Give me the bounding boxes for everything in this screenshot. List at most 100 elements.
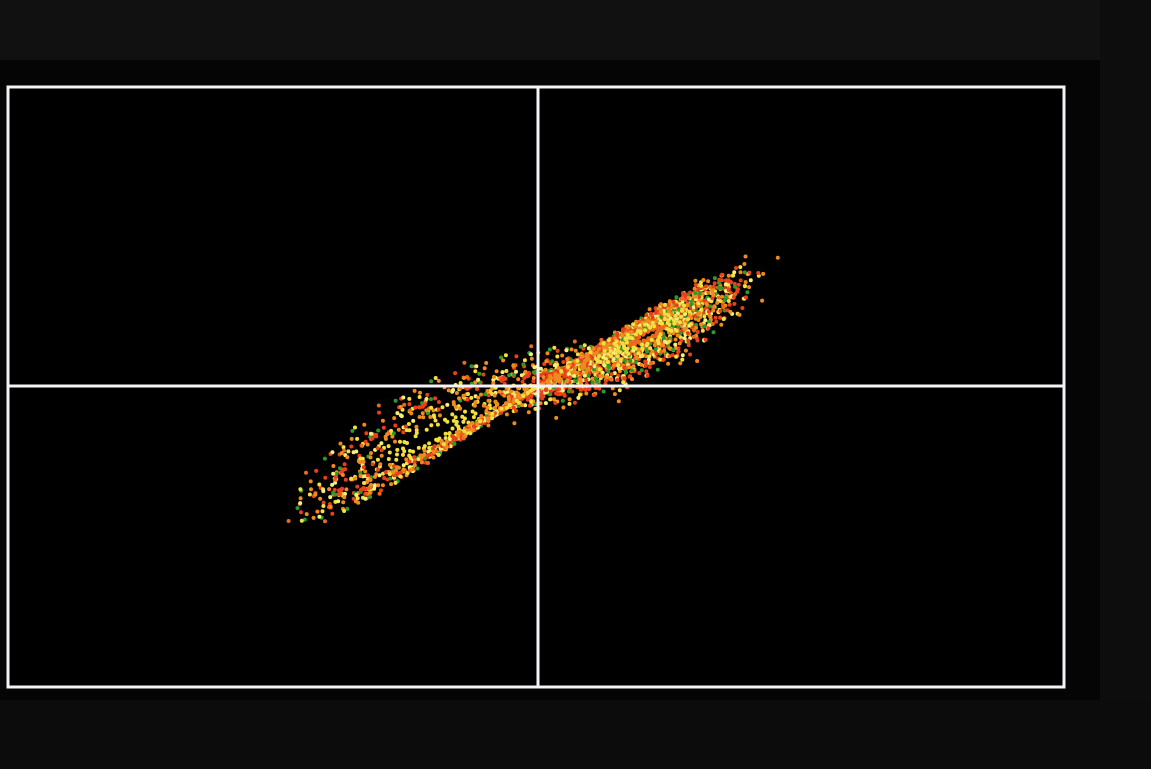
trajectory-dot <box>311 515 316 520</box>
trajectory-dot <box>520 403 525 408</box>
trajectory-dot <box>473 380 478 385</box>
trajectory-dot <box>376 428 381 433</box>
trajectory-dot <box>577 392 582 397</box>
trajectory-dot <box>309 487 313 492</box>
trajectory-dot <box>465 397 470 402</box>
trajectory-dot <box>584 378 589 383</box>
trajectory-dot <box>616 399 621 404</box>
trajectory-dot <box>372 486 377 491</box>
trajectory-dot <box>365 480 370 484</box>
trajectory-dot <box>499 406 504 411</box>
trajectory-dot <box>636 351 641 356</box>
trajectory-dot <box>602 348 607 353</box>
trajectory-dot <box>408 448 412 453</box>
trajectory-dot <box>363 496 368 501</box>
trajectory-dot <box>308 479 313 484</box>
trajectory-dot <box>393 480 398 485</box>
trajectory-dot <box>624 324 629 329</box>
trajectory-dot <box>362 481 366 485</box>
trajectory-dot <box>673 313 678 318</box>
trajectory-dot <box>483 392 488 397</box>
trajectory-dot <box>579 380 583 385</box>
trajectory-dot <box>659 302 663 307</box>
trajectory-dot <box>369 451 373 456</box>
trajectory-dot <box>362 422 367 427</box>
trajectory-dot <box>304 512 309 517</box>
trajectory-dot <box>557 379 561 383</box>
trajectory-dot <box>406 422 411 426</box>
trajectory-dot <box>671 347 675 352</box>
trajectory-dot <box>485 416 490 421</box>
trajectory-dot <box>321 504 326 508</box>
trajectory-dot <box>341 500 346 505</box>
trajectory-dot <box>644 369 649 374</box>
trajectory-dot <box>477 371 482 376</box>
trajectory-dot <box>421 415 426 420</box>
trajectory-dot <box>718 315 723 320</box>
trajectory-dot <box>451 437 456 442</box>
trajectory-dot <box>674 303 679 308</box>
trajectory-dot <box>615 333 620 338</box>
trajectory-dot <box>516 377 521 382</box>
trajectory-dot <box>485 405 490 410</box>
trajectory-dot <box>737 312 742 317</box>
trajectory-dot <box>323 519 327 524</box>
trajectory-dot <box>425 392 430 397</box>
trajectory-dot <box>686 343 691 348</box>
trajectory-dot <box>745 290 750 295</box>
trajectory-dot <box>674 328 679 333</box>
trajectory-dot <box>424 427 429 432</box>
trajectory-dot <box>608 377 613 382</box>
trajectory-dot <box>624 340 629 345</box>
trajectory-dot <box>693 278 698 283</box>
trajectory-dot <box>331 464 336 468</box>
trajectory-dot <box>522 358 527 363</box>
trajectory-dot <box>538 366 543 371</box>
trajectory-dot <box>355 484 360 489</box>
trajectory-dot <box>565 357 570 362</box>
trajectory-dot <box>474 364 479 369</box>
trajectory-dot <box>686 317 691 322</box>
trajectory-dot <box>398 474 403 479</box>
trajectory-dot <box>706 290 711 295</box>
trajectory-dot <box>380 483 385 488</box>
trajectory-dot <box>531 379 536 384</box>
trajectory-dot <box>650 349 655 353</box>
trajectory-dot <box>650 320 655 325</box>
trajectory-dot <box>481 403 486 408</box>
trajectory-dot <box>676 346 681 351</box>
trajectory-dot <box>414 424 419 429</box>
trajectory-dot <box>734 266 738 270</box>
trajectory-dot <box>467 423 472 428</box>
trajectory-dot <box>368 478 373 482</box>
trajectory-dot <box>635 356 640 360</box>
trajectory-dot <box>667 322 672 327</box>
trajectory-dot <box>635 329 640 333</box>
trajectory-dot <box>395 447 400 452</box>
trajectory-dot <box>341 445 346 450</box>
trajectory-dot <box>592 364 597 369</box>
trajectory-dot <box>662 348 667 353</box>
trajectory-dot <box>343 477 348 482</box>
trajectory-dot <box>490 411 495 416</box>
trajectory-dot <box>416 445 421 450</box>
trajectory-dot <box>343 491 347 496</box>
trajectory-dot <box>468 431 473 436</box>
trajectory-dot <box>454 391 459 395</box>
trajectory-dot <box>694 323 699 327</box>
trajectory-dot <box>740 306 745 310</box>
trajectory-dot <box>684 326 689 331</box>
trajectory-dot <box>349 476 354 481</box>
trajectory-dot <box>595 379 600 384</box>
trajectory-dot <box>634 360 639 365</box>
trajectory-dot <box>540 396 545 401</box>
trajectory-dot <box>526 410 531 415</box>
trajectory-dot <box>680 353 685 358</box>
trajectory-dot <box>654 351 659 356</box>
trajectory-dot <box>680 357 685 362</box>
trajectory-dot <box>457 396 461 401</box>
trajectory-dot <box>531 376 536 380</box>
trajectory-dot <box>685 331 690 336</box>
trajectory-dot <box>396 427 401 432</box>
trajectory-dot <box>358 474 363 478</box>
